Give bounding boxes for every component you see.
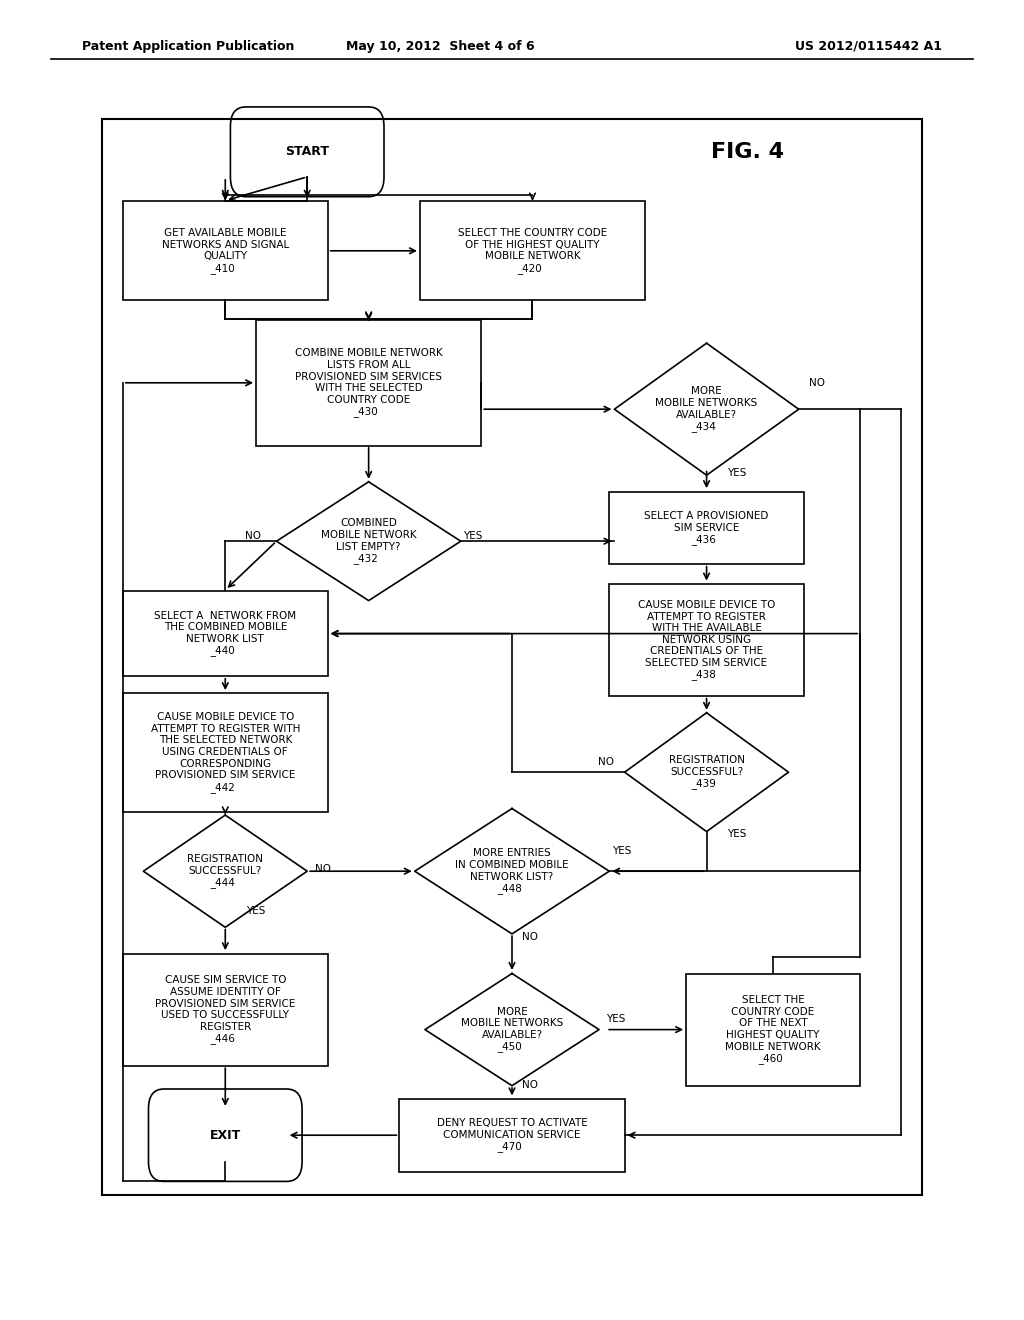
Text: MORE ENTRIES
IN COMBINED MOBILE
NETWORK LIST?
̲448: MORE ENTRIES IN COMBINED MOBILE NETWORK … bbox=[456, 849, 568, 894]
Text: CAUSE MOBILE DEVICE TO
ATTEMPT TO REGISTER
WITH THE AVAILABLE
NETWORK USING
CRED: CAUSE MOBILE DEVICE TO ATTEMPT TO REGIST… bbox=[638, 601, 775, 680]
Text: SELECT A PROVISIONED
SIM SERVICE
̲436: SELECT A PROVISIONED SIM SERVICE ̲436 bbox=[644, 511, 769, 545]
FancyBboxPatch shape bbox=[123, 201, 328, 300]
FancyBboxPatch shape bbox=[609, 583, 804, 697]
Text: YES: YES bbox=[246, 906, 265, 916]
Text: NO: NO bbox=[809, 378, 825, 388]
Text: YES: YES bbox=[606, 1014, 626, 1024]
Text: NO: NO bbox=[245, 531, 261, 541]
Text: YES: YES bbox=[727, 467, 746, 478]
Text: SELECT A  NETWORK FROM
THE COMBINED MOBILE
NETWORK LIST
̲440: SELECT A NETWORK FROM THE COMBINED MOBIL… bbox=[155, 611, 296, 656]
Text: YES: YES bbox=[727, 829, 746, 840]
FancyBboxPatch shape bbox=[686, 974, 860, 1085]
Text: REGISTRATION
SUCCESSFUL?
̲439: REGISTRATION SUCCESSFUL? ̲439 bbox=[669, 755, 744, 789]
Text: May 10, 2012  Sheet 4 of 6: May 10, 2012 Sheet 4 of 6 bbox=[346, 40, 535, 53]
Text: NO: NO bbox=[598, 756, 614, 767]
FancyBboxPatch shape bbox=[123, 591, 328, 676]
FancyBboxPatch shape bbox=[148, 1089, 302, 1181]
Text: FIG. 4: FIG. 4 bbox=[711, 141, 784, 162]
Text: CAUSE SIM SERVICE TO
ASSUME IDENTITY OF
PROVISIONED SIM SERVICE
USED TO SUCCESSF: CAUSE SIM SERVICE TO ASSUME IDENTITY OF … bbox=[155, 975, 296, 1044]
FancyBboxPatch shape bbox=[420, 201, 645, 300]
Text: CAUSE MOBILE DEVICE TO
ATTEMPT TO REGISTER WITH
THE SELECTED NETWORK
USING CREDE: CAUSE MOBILE DEVICE TO ATTEMPT TO REGIST… bbox=[151, 713, 300, 792]
Text: SELECT THE COUNTRY CODE
OF THE HIGHEST QUALITY
MOBILE NETWORK
̲420: SELECT THE COUNTRY CODE OF THE HIGHEST Q… bbox=[458, 228, 607, 273]
Text: START: START bbox=[286, 145, 329, 158]
Text: NO: NO bbox=[315, 863, 332, 874]
Text: MORE
MOBILE NETWORKS
AVAILABLE?
̲434: MORE MOBILE NETWORKS AVAILABLE? ̲434 bbox=[655, 387, 758, 432]
FancyBboxPatch shape bbox=[123, 693, 328, 812]
FancyBboxPatch shape bbox=[609, 491, 804, 565]
Text: DENY REQUEST TO ACTIVATE
COMMUNICATION SERVICE
̲470: DENY REQUEST TO ACTIVATE COMMUNICATION S… bbox=[436, 1118, 588, 1152]
Text: EXIT: EXIT bbox=[210, 1129, 241, 1142]
Text: NO: NO bbox=[522, 1080, 539, 1090]
FancyBboxPatch shape bbox=[256, 321, 481, 446]
FancyBboxPatch shape bbox=[230, 107, 384, 197]
Text: US 2012/0115442 A1: US 2012/0115442 A1 bbox=[795, 40, 942, 53]
Text: NO: NO bbox=[522, 932, 539, 942]
Text: COMBINE MOBILE NETWORK
LISTS FROM ALL
PROVISIONED SIM SERVICES
WITH THE SELECTED: COMBINE MOBILE NETWORK LISTS FROM ALL PR… bbox=[295, 348, 442, 417]
Text: YES: YES bbox=[463, 531, 482, 541]
Text: YES: YES bbox=[612, 846, 632, 857]
Text: GET AVAILABLE MOBILE
NETWORKS AND SIGNAL
QUALITY
̲410: GET AVAILABLE MOBILE NETWORKS AND SIGNAL… bbox=[162, 228, 289, 273]
Text: Patent Application Publication: Patent Application Publication bbox=[82, 40, 294, 53]
Text: REGISTRATION
SUCCESSFUL?
̲444: REGISTRATION SUCCESSFUL? ̲444 bbox=[187, 854, 263, 888]
Text: COMBINED
MOBILE NETWORK
LIST EMPTY?
̲432: COMBINED MOBILE NETWORK LIST EMPTY? ̲432 bbox=[321, 519, 417, 564]
Text: SELECT THE
COUNTRY CODE
OF THE NEXT
HIGHEST QUALITY
MOBILE NETWORK
̲460: SELECT THE COUNTRY CODE OF THE NEXT HIGH… bbox=[725, 995, 821, 1064]
FancyBboxPatch shape bbox=[123, 953, 328, 1067]
FancyBboxPatch shape bbox=[399, 1098, 625, 1172]
Text: MORE
MOBILE NETWORKS
AVAILABLE?
̲450: MORE MOBILE NETWORKS AVAILABLE? ̲450 bbox=[461, 1007, 563, 1052]
